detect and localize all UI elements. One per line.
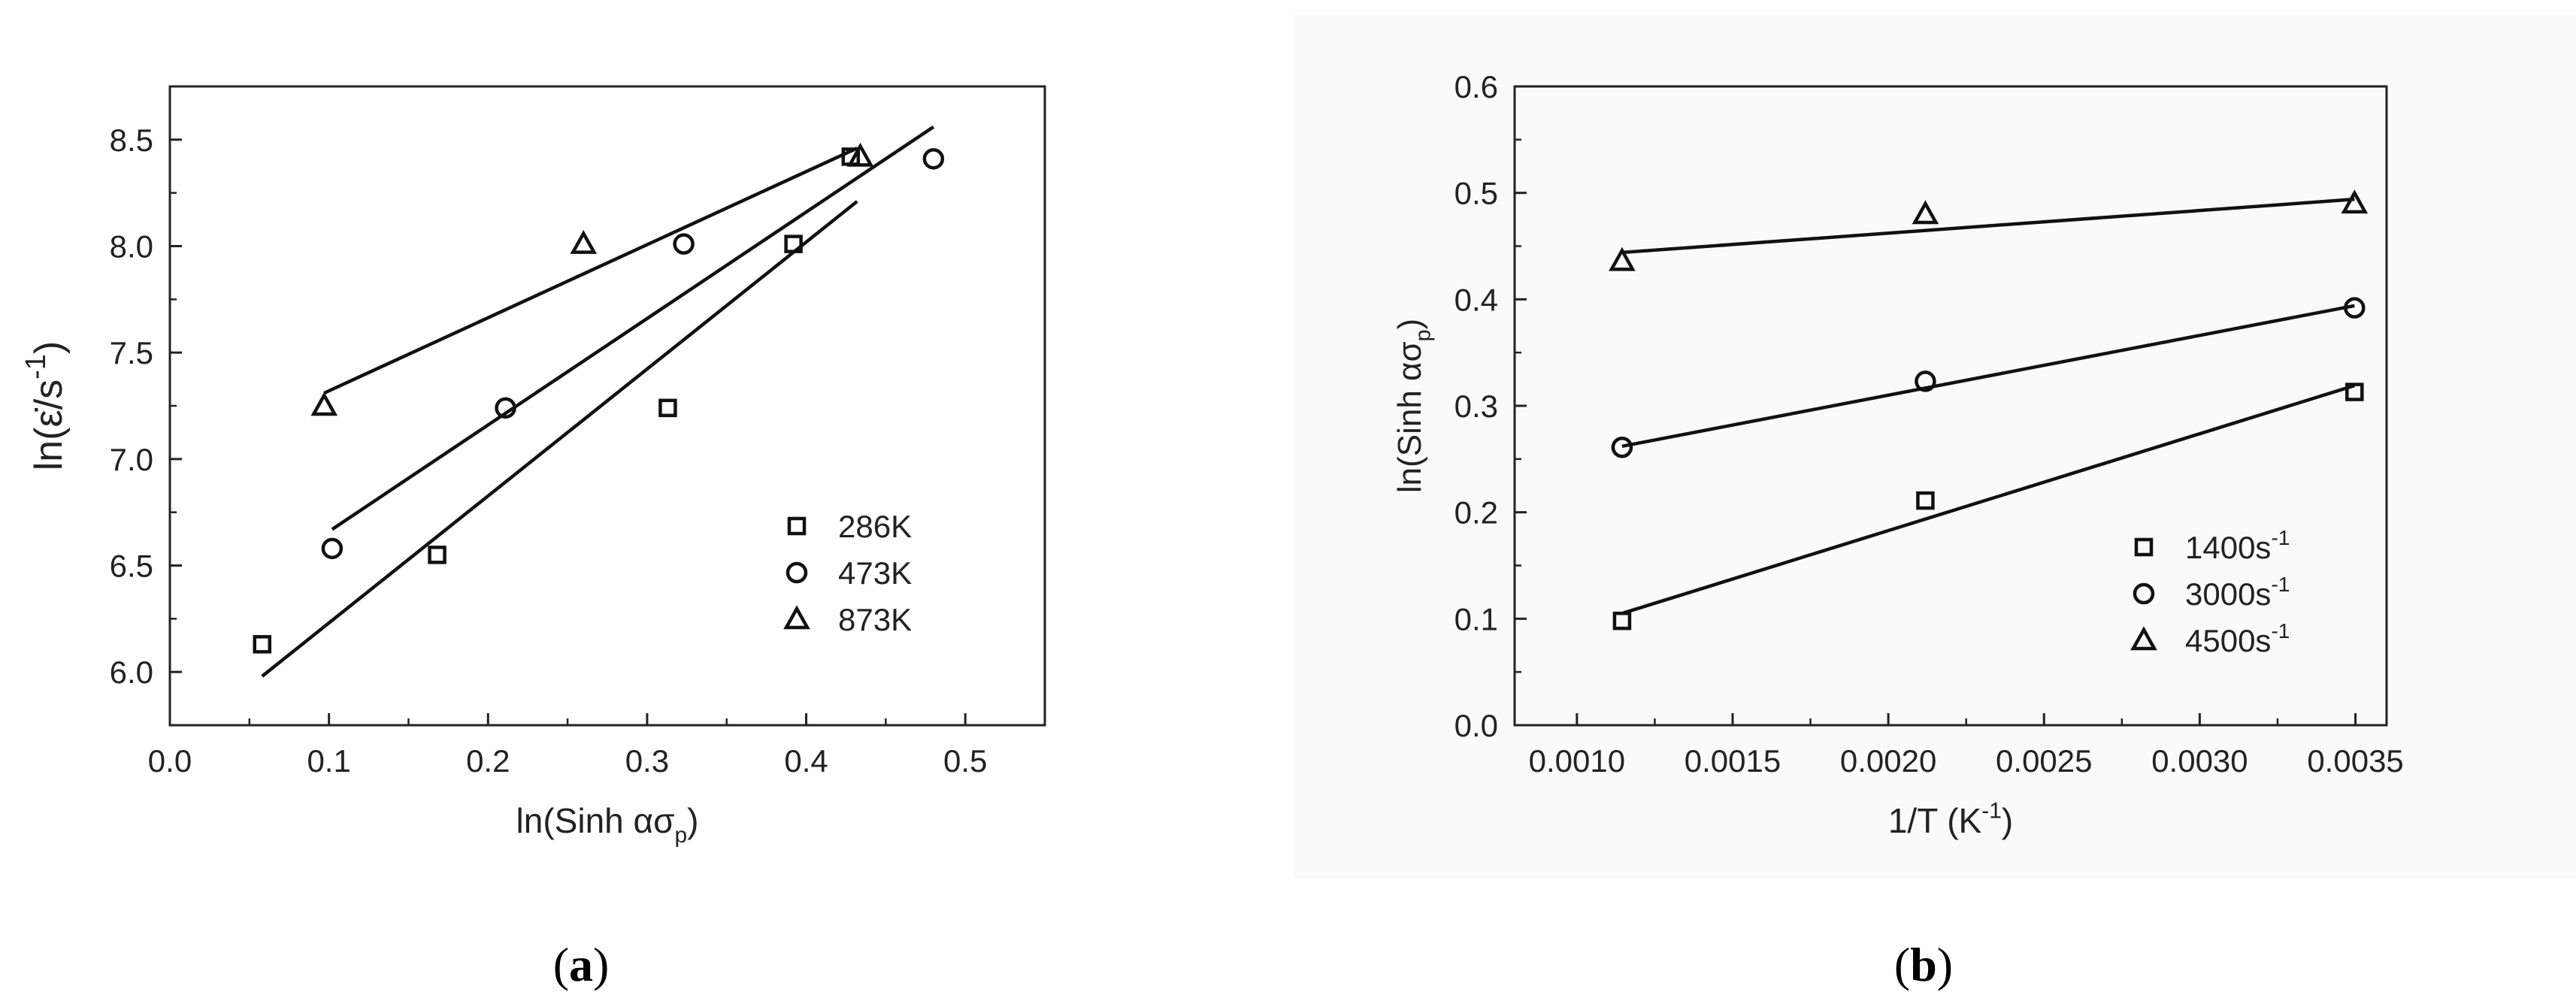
chart-b-data-point-3000s: [1915, 370, 1936, 392]
chart-a-data-point-473k: [922, 148, 945, 170]
chart-a-legend-label-473k: 473K: [838, 555, 912, 591]
chart-b-fit-line-4500s: [1621, 197, 2355, 255]
chart-a-x-axis-label: ln(Sinh ασp): [516, 801, 699, 848]
chart-a-x-tick-label: 0.0: [148, 743, 192, 779]
chart-a-y-tick-label: 6.0: [110, 655, 153, 690]
chart-b-x-tick-label: 0.0015: [1685, 743, 1781, 779]
chart-a-y-tick-label: 8.5: [110, 122, 153, 158]
chart-a-y-tick-label: 8.0: [110, 229, 153, 265]
chart-b-legend-label-3000s: 3000s-1: [2185, 573, 2290, 612]
chart-b-legend-label-1400s: 1400s-1: [2185, 526, 2290, 565]
chart-b-x-tick-label: 0.0020: [1840, 743, 1936, 779]
chart-a-fit-line-473k: [331, 125, 935, 531]
chart-a-x-tick-label: 0.2: [466, 743, 510, 779]
chart-b-y-tick-label: 0.0: [1454, 708, 1498, 743]
chart-a-x-axis-label-text: ln(Sinh ασp): [516, 801, 699, 848]
chart-b-data-point-4500s: [1609, 246, 1636, 271]
chart-a-fit-line-286k: [261, 200, 858, 678]
chart-a-plot-frame: [168, 85, 1046, 727]
chart-a-data-point-286k: [784, 234, 803, 253]
chart-b-y-axis-label-text: ln(Sinh ασp): [1391, 319, 1435, 493]
chart-a-data-point-473k: [495, 397, 516, 419]
chart-b-legend-marker-4500s: [2130, 626, 2157, 651]
chart-a-y-tick-label: 6.5: [110, 549, 153, 584]
chart-b-legend-marker-1400s: [2134, 537, 2154, 557]
chart-panel-a: 0.0 0.1 0.2 0.3 0.4 0.5 6.0 6.5 7.0 7.5 8.0 8.5 286K…: [20, 85, 1046, 991]
chart-a-data-point-873k: [846, 142, 874, 167]
chart-a-x-tick-label: 0.5: [943, 743, 987, 779]
chart-a-y-tick-label: 7.5: [110, 335, 153, 370]
chart-b-x-tick-label: 0.0025: [1996, 743, 2092, 779]
chart-b-data-point-3000s: [2344, 297, 2366, 319]
chart-a-y-tick-label: 7.0: [110, 442, 153, 477]
chart-b-data-point-4500s: [2341, 189, 2369, 214]
chart-b-x-axis-label-text: 1/T (K-1): [1888, 799, 2013, 840]
chart-b-legend-marker-3000s: [2133, 582, 2155, 605]
chart-b-data-point-1400s: [1916, 491, 1935, 510]
chart-b-data-point-1400s: [1612, 611, 1632, 631]
chart-panel-b: 0.0010 0.0015 0.0020 0.0025 0.0030 0.0035 0.0 0…: [1391, 69, 2404, 991]
chart-b-y-axis-label: ln(Sinh ασp): [1391, 319, 1435, 493]
chart-b-fit-line-3000s: [1621, 304, 2355, 449]
chart-b-data-point-4500s: [1912, 200, 1939, 225]
chart-a-data-point-473k: [321, 537, 344, 560]
chart-b-y-tick-label: 0.2: [1454, 495, 1498, 531]
chart-a-x-tick-label: 0.3: [625, 743, 669, 779]
chart-b-y-tick-label: 0.1: [1454, 601, 1498, 637]
chart-a-data-point-286k: [658, 398, 677, 418]
panel-b-background: [1293, 15, 2576, 879]
chart-b-marks: 0.0010 0.0015 0.0020 0.0025 0.0030 0.0035 0.0 0…: [1454, 69, 2404, 779]
chart-a-x-tick-label: 0.1: [307, 743, 350, 779]
chart-b-caption: (b): [1894, 938, 1953, 991]
chart-b-y-tick-label: 0.3: [1454, 389, 1498, 424]
chart-a-legend-label-286k: 286K: [838, 509, 912, 544]
chart-b-x-tick-label: 0.0035: [2307, 743, 2403, 779]
chart-b-x-axis-label: 1/T (K-1): [1888, 799, 2013, 840]
chart-b-y-tick-label: 0.5: [1454, 176, 1498, 211]
chart-a-y-axis-label-text: ln(ε̇/s-1): [20, 341, 71, 471]
chart-a-data-point-286k: [428, 546, 446, 564]
chart-b-y-tick-label: 0.6: [1454, 69, 1498, 104]
chart-a-y-axis-label: ln(ε̇/s-1): [20, 341, 71, 471]
chart-a-marks: 0.0 0.1 0.2 0.3 0.4 0.5 6.0 6.5 7.0 7.5 8.0 8.5 286K…: [110, 85, 1046, 779]
chart-a-legend-label-873k: 873K: [838, 602, 912, 637]
chart-a-x-tick-label: 0.4: [784, 743, 828, 779]
chart-b-fit-line-1400s: [1621, 383, 2355, 615]
chart-a-legend-marker-473k: [786, 561, 808, 584]
chart-a-data-point-873k: [570, 230, 598, 254]
chart-b-legend-label-4500s: 4500s-1: [2185, 619, 2290, 658]
chart-a-legend-marker-873k: [783, 605, 810, 630]
chart-a-caption: (a): [553, 938, 610, 991]
chart-b-x-tick-label: 0.0010: [1529, 743, 1625, 779]
chart-b-x-tick-label: 0.0030: [2151, 743, 2248, 779]
chart-a-data-point-286k: [253, 635, 271, 654]
chart-b-data-point-1400s: [2345, 383, 2364, 401]
chart-a-data-point-473k: [673, 233, 695, 255]
chart-b-y-tick-label: 0.4: [1454, 282, 1498, 317]
chart-a-legend-marker-286k: [787, 516, 807, 536]
chart-a-data-point-873k: [310, 392, 338, 416]
chart-a-fit-line-873k: [323, 147, 858, 395]
chart-b-data-point-3000s: [1611, 437, 1633, 458]
